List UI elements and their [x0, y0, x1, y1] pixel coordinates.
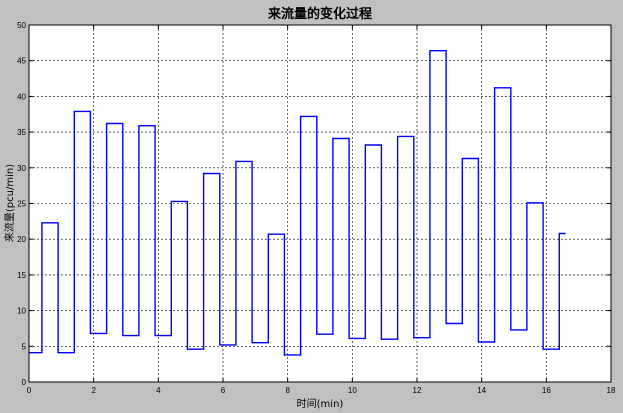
x-tick-label: 14 [477, 386, 486, 395]
x-tick-label: 12 [413, 386, 422, 395]
y-tick-label: 50 [17, 21, 26, 30]
y-tick-label: 30 [17, 164, 26, 173]
y-tick-label: 15 [17, 271, 26, 280]
chart-title: 来流量的变化过程 [267, 6, 372, 22]
y-tick-label: 5 [22, 342, 27, 351]
grid-lines [29, 25, 611, 382]
y-tick-label: 10 [17, 307, 26, 316]
x-tick-label: 2 [91, 386, 96, 395]
x-tick-label: 18 [607, 386, 616, 395]
x-tick-label: 4 [156, 386, 161, 395]
x-tick-label: 16 [542, 386, 551, 395]
plot-area [28, 24, 612, 383]
y-tick-label: 25 [17, 200, 26, 209]
y-tick-label: 0 [22, 378, 27, 387]
x-tick-label: 0 [27, 386, 32, 395]
axis-ticks: 0 2 4 6 8 10 12 14 16 18 0 5 10 15 20 25 30 35 40 45 50 [17, 21, 616, 395]
x-axis-label: 时间(min) [297, 397, 344, 410]
x-tick-label: 8 [285, 386, 290, 395]
x-tick-label: 10 [348, 386, 357, 395]
y-tick-label: 20 [17, 235, 26, 244]
series-line-inflow [29, 50, 566, 356]
x-tick-label: 6 [221, 386, 226, 395]
y-tick-label: 35 [17, 128, 26, 137]
y-axis-label: 来流量(pcu/min) [3, 164, 16, 242]
y-tick-label: 40 [17, 92, 26, 101]
y-tick-label: 45 [17, 57, 26, 66]
